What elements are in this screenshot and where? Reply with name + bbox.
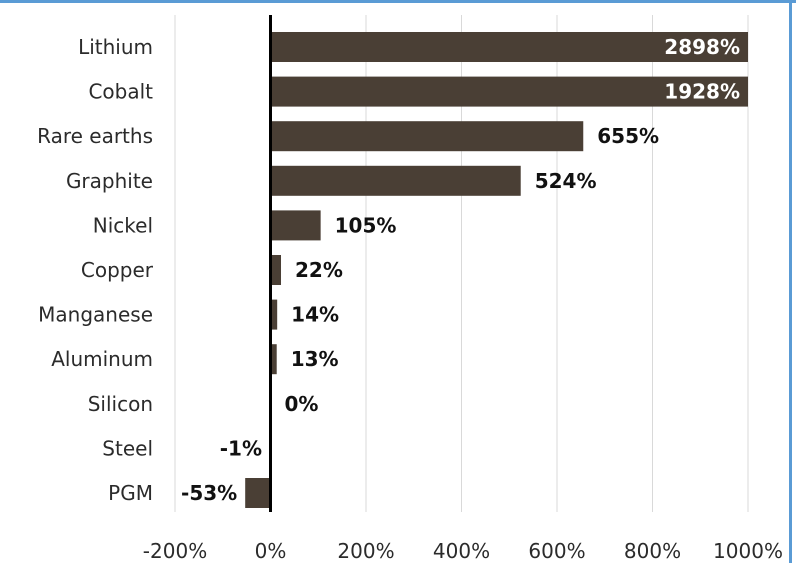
category-label: Graphite [66, 169, 153, 193]
category-label: Rare earths [37, 124, 153, 148]
bar-pgm [245, 478, 271, 508]
category-label: Cobalt [88, 80, 153, 104]
bars [245, 32, 748, 508]
data-label: 13% [291, 347, 339, 371]
bar-nickel [270, 210, 321, 241]
data-label: 1928% [664, 80, 740, 104]
data-label: 655% [597, 124, 659, 148]
category-label: Nickel [93, 213, 153, 237]
category-label: Steel [102, 436, 153, 460]
category-label: Manganese [38, 303, 153, 327]
bar-lithium [270, 32, 748, 62]
data-label: -53% [181, 481, 237, 505]
data-label: -1% [220, 436, 262, 460]
category-label: Aluminum [51, 347, 153, 371]
data-label: 2898% [664, 35, 740, 59]
x-tick-label: 1000% [713, 539, 783, 563]
category-label: Copper [81, 258, 154, 282]
bar-rare-earths [270, 121, 584, 152]
frame-top-border [0, 0, 796, 3]
value-labels: 2898% 1928%655%524% 105% 22% 14% 13% 0% -1% -53% [181, 35, 740, 505]
bar-aluminum [270, 344, 277, 375]
category-label: Lithium [78, 35, 153, 59]
x-tick-label: 0% [255, 539, 287, 563]
x-tick-label: 600% [528, 539, 585, 563]
bar-graphite [270, 165, 521, 196]
x-tick-label: 800% [624, 539, 681, 563]
bar-manganese [270, 299, 278, 330]
x-tick-label: -200% [143, 539, 207, 563]
category-labels: Lithium Cobalt Rare earths Graphite Nickel Co… [37, 35, 154, 505]
data-label: 22% [295, 258, 343, 282]
data-label: 524% [535, 169, 597, 193]
bar-cobalt [270, 76, 748, 107]
x-axis-tick-labels: -200% 0% 200% 400% 600% 800% 1000% [143, 539, 783, 563]
bar-copper [270, 255, 282, 285]
data-label: 14% [291, 303, 339, 327]
frame-right-border [789, 0, 792, 563]
category-label: PGM [108, 481, 153, 505]
data-label: 0% [285, 392, 319, 416]
x-tick-label: 200% [337, 539, 394, 563]
category-label: Silicon [88, 392, 153, 416]
data-label: 105% [335, 213, 397, 237]
x-tick-label: 400% [433, 539, 490, 563]
